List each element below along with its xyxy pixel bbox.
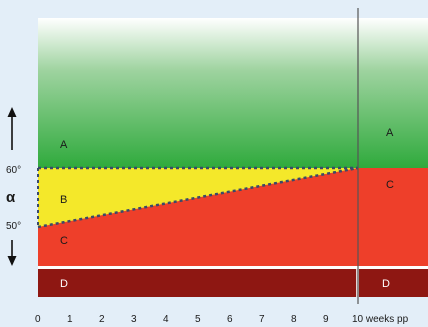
x-tick-5: 5 <box>195 314 201 325</box>
zone-separator <box>38 266 428 269</box>
zone-a-area <box>38 18 428 168</box>
zone-c-area-right <box>358 168 428 266</box>
zone-b-label: B <box>60 194 67 206</box>
y-axis-alpha-symbol: α <box>6 189 16 206</box>
zone-a-label-right: A <box>386 127 394 139</box>
x-tick-7: 7 <box>259 314 265 325</box>
up-arrow-icon <box>7 107 17 150</box>
down-arrow-icon <box>7 240 17 266</box>
x-tick-3: 3 <box>131 314 137 325</box>
x-tick-1: 1 <box>67 314 73 325</box>
x-tick-9: 9 <box>323 314 329 325</box>
y-tick-60-degrees: 60° <box>6 165 21 176</box>
x-tick-0: 0 <box>35 314 41 325</box>
zone-d-area <box>38 269 428 297</box>
zone-c-label-left: C <box>60 235 68 247</box>
x-tick-10-weeks-pp: 10 weeks pp <box>352 314 409 325</box>
x-tick-2: 2 <box>99 314 105 325</box>
y-tick-50-degrees: 50° <box>6 221 21 232</box>
zone-a-label-left: A <box>60 139 68 151</box>
x-tick-4: 4 <box>163 314 169 325</box>
x-tick-6: 6 <box>227 314 233 325</box>
zone-d-label-left: D <box>60 278 68 290</box>
zone-c-label-right: C <box>386 179 394 191</box>
zone-d-label-right: D <box>382 278 390 290</box>
x-tick-8: 8 <box>291 314 297 325</box>
rising-boundary-dotted-line <box>37 166 359 229</box>
x-axis-ticks: 0 1 2 3 4 5 6 7 8 9 <box>35 314 329 325</box>
